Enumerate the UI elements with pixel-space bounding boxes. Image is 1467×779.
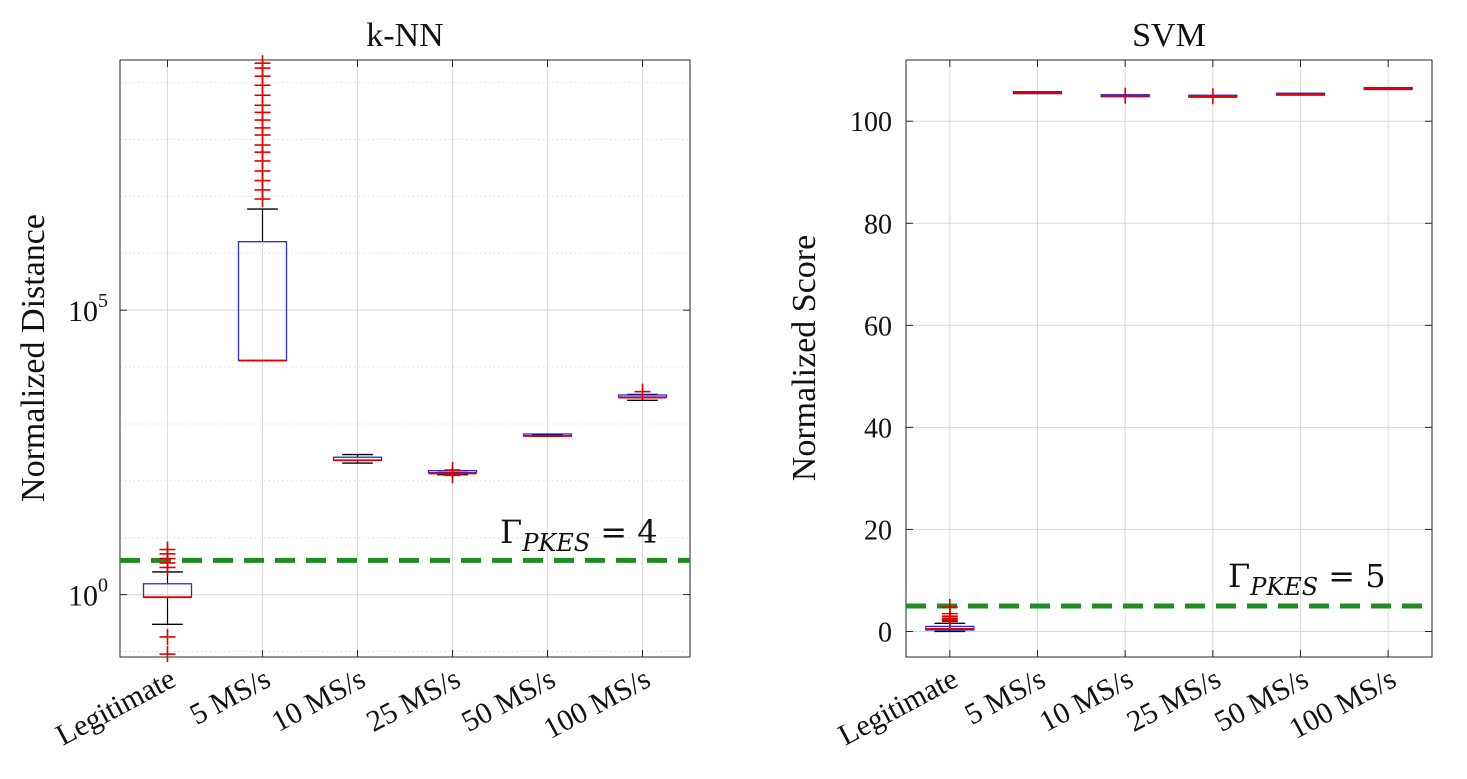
- y-tick-exponent: 0: [98, 575, 108, 597]
- axes-frame: [119, 59, 691, 658]
- threshold-subscript: PKES: [521, 529, 590, 557]
- x-tick-label: 10 MS/s: [266, 662, 371, 738]
- y-tick-label: 100: [850, 107, 892, 138]
- y-tick-label: 80: [864, 209, 892, 240]
- threshold-label: ΓPKES = 4: [500, 513, 658, 557]
- box-legitimate: [142, 541, 193, 663]
- box-100-ms-s: [617, 383, 668, 402]
- box-10-ms-s: [1100, 87, 1150, 104]
- x-tick-label: 5 MS/s: [959, 662, 1050, 731]
- outlier-marker: [159, 541, 176, 558]
- x-tick-label: Legitimate: [51, 662, 181, 752]
- outlier-marker: [941, 598, 958, 615]
- y-tick-label: 100: [68, 575, 108, 613]
- outlier-marker: [634, 383, 651, 400]
- axes-frame: [905, 59, 1433, 658]
- box-100-ms-s: [1363, 86, 1413, 91]
- chart-title: k-NN: [366, 17, 443, 54]
- outlier-marker: [1117, 87, 1134, 104]
- box-25-ms-s: [1188, 88, 1238, 105]
- y-tick-label: 105: [68, 290, 108, 328]
- threshold-symbol: Γ: [500, 513, 522, 551]
- y-tick-base: 10: [68, 295, 98, 328]
- box-25-ms-s: [427, 462, 478, 484]
- x-tick-label: 100 MS/s: [538, 662, 656, 746]
- threshold-subscript: PKES: [1249, 573, 1318, 601]
- y-tick-label: 20: [864, 515, 892, 546]
- gridlines: [120, 60, 690, 657]
- outlier-marker: [444, 462, 461, 479]
- outlier-marker: [1204, 88, 1221, 105]
- box-5-ms-s: [1012, 91, 1063, 95]
- y-tick-label: 60: [864, 311, 892, 342]
- x-tick-label: 25 MS/s: [361, 662, 466, 738]
- outlier-marker: [159, 628, 176, 645]
- x-tick-label: 10 MS/s: [1034, 662, 1139, 738]
- y-tick-label: 0: [878, 617, 892, 648]
- threshold-symbol: Γ: [1228, 557, 1250, 595]
- y-tick-label: 40: [864, 413, 892, 444]
- outlier-marker: [159, 646, 176, 663]
- outlier-marker: [254, 55, 271, 72]
- box-legitimate: [925, 598, 975, 633]
- threshold-value: = 5: [1328, 557, 1385, 595]
- x-tick-label: 5 MS/s: [184, 662, 275, 731]
- gridlines: [906, 60, 1432, 657]
- x-tick-label: Legitimate: [833, 662, 963, 752]
- threshold-label: ΓPKES = 5: [1228, 557, 1386, 601]
- y-tick-base: 10: [68, 580, 98, 613]
- x-tick-label: 25 MS/s: [1122, 662, 1227, 738]
- box-5-ms-s: [237, 55, 288, 362]
- chart-title: SVM: [1132, 17, 1206, 54]
- y-ticks: 0 20 40 60 80 100: [850, 107, 1432, 648]
- box-10-ms-s: [332, 453, 383, 464]
- y-axis-label: Normalized Score: [786, 235, 823, 481]
- box-50-ms-s: [1275, 92, 1326, 96]
- threshold-value: = 4: [600, 513, 657, 551]
- box-50-ms-s: [522, 433, 573, 438]
- y-tick-exponent: 5: [98, 290, 108, 312]
- y-axis-label: Normalized Distance: [15, 214, 52, 502]
